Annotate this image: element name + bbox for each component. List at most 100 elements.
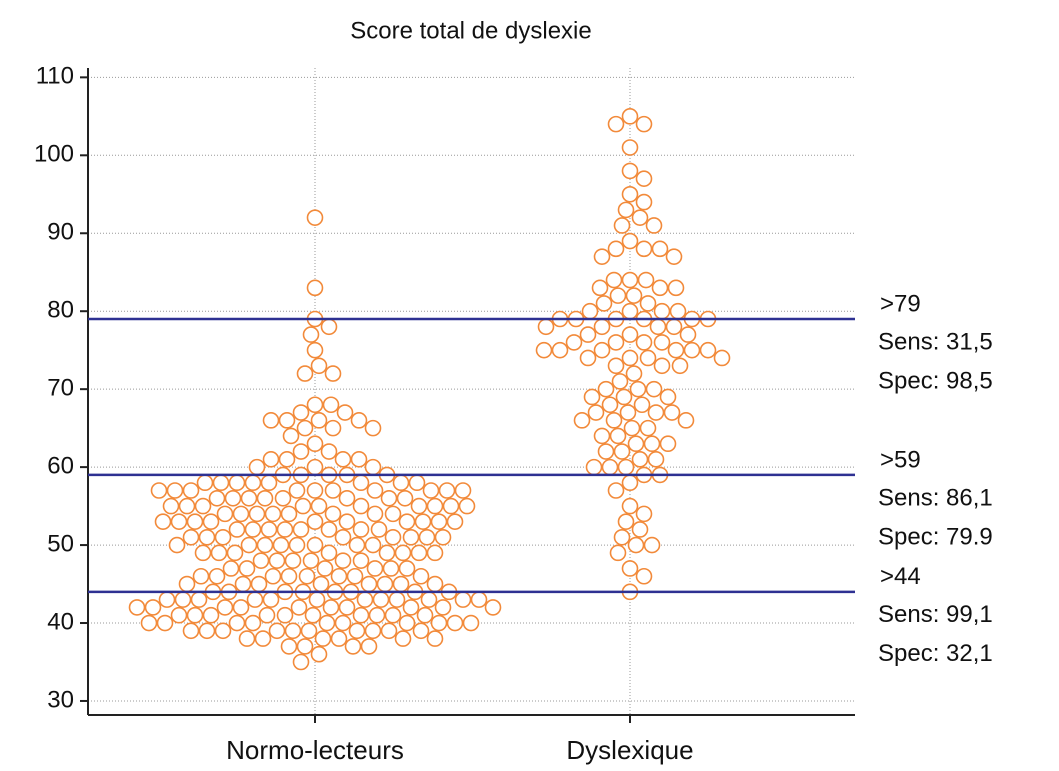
dot xyxy=(350,412,368,429)
dot xyxy=(178,497,196,515)
dot xyxy=(581,302,599,320)
threshold-sens: Sens: 86,1 xyxy=(878,484,993,511)
dot xyxy=(384,528,402,546)
dot xyxy=(631,451,649,468)
dot xyxy=(398,560,416,577)
dot xyxy=(621,185,639,203)
dot xyxy=(583,388,601,406)
dot xyxy=(410,497,428,515)
y-tick-label: 40 xyxy=(47,608,74,635)
dot xyxy=(306,482,324,499)
dot xyxy=(228,521,246,538)
dot xyxy=(334,451,352,468)
dot xyxy=(224,489,242,507)
dot xyxy=(611,373,629,390)
dot xyxy=(262,591,280,608)
dot xyxy=(128,599,146,616)
dot xyxy=(222,560,240,577)
dot xyxy=(336,404,354,421)
dot xyxy=(416,606,434,624)
dot xyxy=(585,458,603,476)
dot xyxy=(627,536,645,554)
dot xyxy=(426,544,444,562)
dot xyxy=(162,497,180,515)
dot xyxy=(226,544,244,562)
dot xyxy=(276,606,294,624)
dot xyxy=(663,404,681,421)
dot xyxy=(621,302,639,320)
dot xyxy=(617,201,635,219)
dot xyxy=(438,482,456,499)
dot xyxy=(352,497,370,515)
dot xyxy=(621,232,639,250)
dot xyxy=(170,513,188,530)
dot xyxy=(426,575,444,593)
dot xyxy=(434,528,452,546)
dot xyxy=(446,614,464,632)
dot xyxy=(306,458,324,476)
dot xyxy=(150,482,168,499)
dot xyxy=(256,489,274,507)
dot xyxy=(579,326,597,343)
dot xyxy=(609,544,627,562)
dot xyxy=(398,614,416,632)
dot xyxy=(659,388,677,406)
dot xyxy=(216,505,234,523)
dot xyxy=(667,279,685,297)
dot xyxy=(174,591,192,608)
dot xyxy=(621,497,639,515)
y-tick-label: 80 xyxy=(47,297,74,324)
dot xyxy=(587,404,605,421)
threshold-spec: Spec: 79.9 xyxy=(878,523,993,550)
dot xyxy=(659,435,677,453)
dot xyxy=(310,645,328,663)
dot xyxy=(410,544,428,562)
dot xyxy=(262,451,280,468)
dot xyxy=(667,341,685,359)
dot xyxy=(398,513,416,530)
dot xyxy=(454,591,472,608)
dot xyxy=(394,544,412,562)
dot xyxy=(338,599,356,616)
dot xyxy=(198,622,216,640)
dot xyxy=(366,482,384,499)
dot xyxy=(470,591,488,608)
dot xyxy=(607,334,625,351)
dot xyxy=(683,341,701,359)
dot xyxy=(210,544,228,562)
dot xyxy=(198,528,216,546)
dot xyxy=(296,365,314,382)
dot xyxy=(677,412,695,429)
dot xyxy=(595,295,613,312)
dot xyxy=(292,443,310,460)
dot xyxy=(613,217,631,234)
dot xyxy=(302,552,320,569)
dot xyxy=(278,412,296,429)
dot xyxy=(232,599,250,616)
dot xyxy=(320,443,338,460)
dot xyxy=(430,614,448,632)
dot xyxy=(426,630,444,647)
dot xyxy=(392,474,410,492)
dot xyxy=(360,575,378,593)
dot xyxy=(310,497,328,515)
dot xyxy=(306,536,324,554)
dot xyxy=(631,209,649,226)
dot xyxy=(168,536,186,554)
dot xyxy=(284,622,302,640)
dot xyxy=(613,443,631,460)
dot xyxy=(322,396,340,414)
y-tick-label: 50 xyxy=(47,530,74,557)
dot xyxy=(276,521,294,538)
dot xyxy=(182,528,200,546)
dot xyxy=(292,521,310,538)
threshold-spec: Spec: 98,5 xyxy=(878,367,993,394)
dot xyxy=(635,170,653,187)
dot xyxy=(306,209,324,226)
dot xyxy=(649,318,667,336)
dot xyxy=(334,552,352,569)
dot xyxy=(300,622,318,640)
dot xyxy=(240,536,258,554)
threshold-label: >44 xyxy=(880,563,921,590)
dot xyxy=(412,622,430,640)
